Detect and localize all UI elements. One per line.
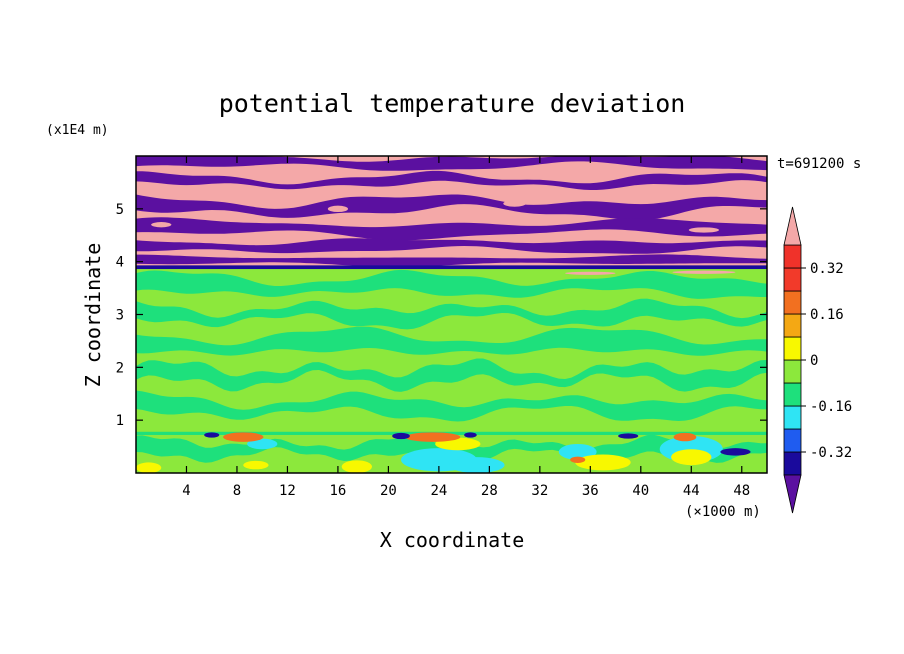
x-tick-label: 24: [430, 483, 447, 499]
y-tick-label: 2: [116, 360, 124, 376]
purple-band: [136, 194, 767, 221]
colorbar-label: 0.32: [810, 261, 844, 277]
x-tick-label: 28: [481, 483, 498, 499]
y-axis-label: Z coordinate: [81, 243, 105, 388]
purple-band: [136, 156, 767, 171]
colorbar-label: -0.16: [810, 399, 852, 415]
x-axis-ticks: 4 8 12 16 20 24 28 32 36 40 44 48: [182, 156, 750, 499]
purple-band: [136, 170, 767, 190]
cyan-patch: [558, 443, 597, 460]
time-label: t=691200 s: [777, 156, 861, 172]
colorbar-box: [783, 428, 802, 453]
x-tick-label: 20: [380, 483, 397, 499]
colorbar-lower-extend: [783, 474, 802, 514]
colorbar-label: 0: [810, 353, 818, 369]
green-band: [136, 390, 767, 422]
colorbar-label: -0.32: [810, 445, 852, 461]
yellow-patch: [243, 460, 269, 470]
x-tick-label: 12: [279, 483, 296, 499]
x-tick-label: 16: [329, 483, 346, 499]
x-axis-unit: (×1000 m): [685, 504, 761, 520]
colorbar-box: [783, 382, 802, 407]
pink-patch: [672, 270, 736, 274]
green-band: [136, 269, 767, 299]
green-band: [136, 298, 767, 330]
colorbar-box: [783, 290, 802, 315]
green-band: [136, 326, 767, 356]
x-tick-label: 8: [233, 483, 241, 499]
colorbar: 0.32 0.16 0 -0.16 -0.32: [783, 206, 852, 514]
y-tick-label: 3: [116, 308, 124, 324]
pink-patch: [151, 222, 172, 228]
x-tick-label: 4: [182, 483, 190, 499]
navy-patch: [720, 448, 751, 456]
yellow-patch: [575, 454, 631, 471]
pink-patch: [327, 205, 349, 213]
cyan-patch: [448, 457, 505, 473]
pink-patch: [503, 200, 526, 207]
x-tick-label: 48: [733, 483, 750, 499]
boundary-line: [136, 265, 767, 270]
navy-patch: [464, 432, 477, 438]
x-tick-label: 36: [582, 483, 599, 499]
orange-patch: [404, 432, 461, 442]
x-tick-label: 32: [531, 483, 548, 499]
x-tick-label: 44: [683, 483, 700, 499]
colorbar-box: [783, 244, 802, 269]
navy-patch: [392, 432, 410, 440]
colorbar-upper-extend: [783, 206, 802, 246]
orange-patch: [673, 432, 697, 442]
orange-patch: [223, 432, 264, 442]
colorbar-box: [783, 313, 802, 338]
purple-band: [136, 238, 767, 254]
purple-band: [136, 254, 767, 267]
cyan-patch: [247, 438, 278, 450]
yellow-patch: [341, 460, 372, 473]
colorbar-box: [783, 336, 802, 361]
navy-patch: [618, 433, 639, 439]
yellow-patch: [136, 462, 162, 473]
x-axis-label: X coordinate: [380, 528, 525, 552]
navy-patch: [204, 432, 220, 438]
pink-patch: [423, 212, 455, 221]
orange-patch: [570, 456, 586, 463]
colorbar-label: 0.16: [810, 307, 844, 323]
y-tick-label: 4: [116, 255, 124, 271]
purple-band: [136, 217, 767, 241]
pink-patch: [688, 227, 720, 233]
thin-band: [136, 431, 767, 435]
green-band: [136, 358, 767, 392]
pink-patch: [565, 271, 616, 275]
y-tick-label: 1: [116, 413, 124, 429]
x-tick-label: 40: [632, 483, 649, 499]
colorbar-box: [783, 359, 802, 384]
y-tick-label: 5: [116, 202, 124, 218]
colorbar-box: [783, 267, 802, 292]
colorbar-box: [783, 451, 802, 476]
y-axis-ticks: 1 2 3 4 5: [116, 202, 767, 429]
y-axis-unit: (x1E4 m): [46, 123, 109, 138]
contour-field: [136, 156, 767, 473]
chart-title: potential temperature deviation: [219, 89, 686, 118]
colorbar-box: [783, 405, 802, 430]
yellow-patch: [671, 449, 712, 466]
